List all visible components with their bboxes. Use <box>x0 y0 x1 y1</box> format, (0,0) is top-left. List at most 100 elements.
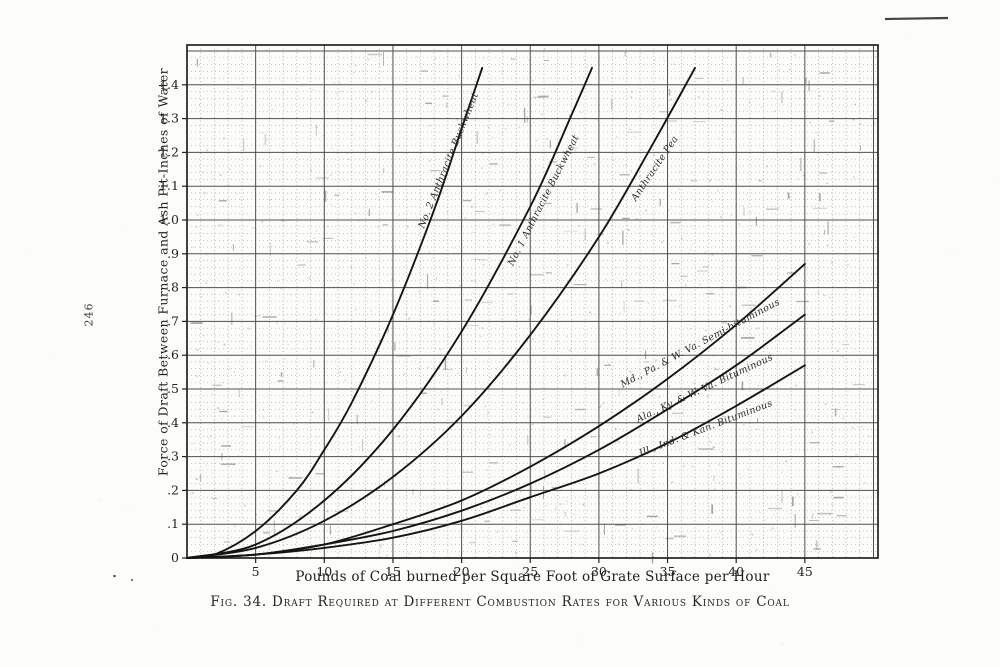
scan-noise-dot <box>852 426 854 429</box>
scan-noise-dot <box>750 533 753 535</box>
scan-noise-dot <box>518 310 520 312</box>
scan-noise-dot <box>566 335 568 338</box>
scan-noise-dot <box>489 376 492 378</box>
scan-noise-dot <box>559 503 562 505</box>
scan-noise-dot <box>577 225 581 227</box>
x-tick-label: 30 <box>591 564 607 579</box>
scan-noise-dot <box>284 323 286 325</box>
scan-noise-dot <box>484 405 486 407</box>
scan-noise-dot <box>500 318 503 320</box>
scan-noise-dot <box>403 373 406 375</box>
scan-noise-dot <box>678 188 680 190</box>
x-tick-label: 35 <box>660 564 676 579</box>
scan-noise-dot <box>500 157 503 159</box>
scan-noise-dot <box>864 482 866 484</box>
scan-noise-dot <box>840 139 843 142</box>
scan-noise-dot <box>209 435 212 437</box>
scan-noise-dot <box>788 68 791 70</box>
scan-noise-dot <box>557 138 560 141</box>
scan-noise-dot <box>616 136 618 138</box>
scan-noise-dot <box>306 159 309 161</box>
scan-noise-dot <box>754 363 757 366</box>
scan-noise-dot <box>311 411 314 414</box>
scan-noise-dot <box>852 331 854 333</box>
scan-noise-dot <box>348 65 350 67</box>
scan-noise-dot <box>604 79 607 81</box>
scan-noise-dot <box>504 128 507 130</box>
scan-noise-dot <box>659 152 661 155</box>
scan-noise-dot <box>210 170 213 173</box>
scan-noise-dot <box>217 407 219 409</box>
scan-noise-dot <box>720 531 722 534</box>
scan-noise-dot <box>771 90 774 92</box>
scan-noise-dot <box>329 279 331 282</box>
scan-noise-dot <box>746 194 748 196</box>
scan-noise-dot <box>826 154 829 156</box>
scan-noise-dot <box>252 227 255 229</box>
scan-noise-dot <box>831 504 834 506</box>
scan-noise-dot <box>826 370 828 373</box>
scan-noise-dot <box>191 492 193 494</box>
scan-noise-dot <box>732 276 734 278</box>
scan-noise-dot <box>731 292 733 295</box>
scan-noise-dot <box>603 402 605 404</box>
scan-noise-dot <box>697 96 700 98</box>
scan-noise-dot <box>715 106 718 108</box>
scan-noise-dot <box>747 468 750 470</box>
scan-noise-dot <box>788 197 790 200</box>
scan-noise-dot <box>377 226 380 228</box>
scan-noise-dot <box>248 327 251 330</box>
scan-noise-dot <box>771 586 774 588</box>
scan-noise-dot <box>471 205 473 208</box>
scan-noise-dot <box>574 514 576 516</box>
scan-noise-dot <box>195 478 198 480</box>
x-tick-label: 5 <box>252 564 260 579</box>
scan-noise-dot <box>741 205 743 207</box>
scan-noise-dot <box>781 643 784 645</box>
scan-noise-dot <box>211 393 213 395</box>
figure-caption: Fig. 34. Draft Required at Different Com… <box>210 594 790 610</box>
scan-noise-dot <box>201 171 204 174</box>
scan-noise-dot <box>619 312 622 315</box>
scan-noise-dot <box>473 292 475 295</box>
scan-speck <box>113 575 116 577</box>
scan-noise-dot <box>536 138 538 141</box>
scan-noise-dot <box>528 59 531 61</box>
scan-noise-dot <box>522 402 524 404</box>
scan-noise-dot <box>225 292 227 294</box>
scan-noise-dot <box>823 294 826 297</box>
plot-border <box>186 44 879 559</box>
scan-noise-dot <box>612 159 614 161</box>
scan-noise-dot <box>231 379 233 380</box>
scan-noise-dot <box>380 544 383 546</box>
scan-noise-dot <box>726 382 729 384</box>
scan-noise-dot <box>842 356 844 358</box>
scan-noise-dot <box>717 180 719 182</box>
scan-noise-dot <box>234 317 236 320</box>
x-tick-label: 20 <box>454 564 470 579</box>
scan-noise-dot <box>262 409 265 411</box>
scan-noise-dot <box>532 121 535 123</box>
scan-noise-dot <box>278 437 280 439</box>
scan-noise-dot <box>780 96 782 98</box>
scan-noise-dot <box>517 126 520 129</box>
scan-noise-dot <box>802 174 805 177</box>
scan-noise-dot <box>217 341 219 343</box>
scan-noise-dot <box>589 311 592 314</box>
scan-noise-dot <box>418 291 421 293</box>
scan-noise-dot <box>253 188 255 191</box>
scan-noise-dot <box>678 170 680 172</box>
scan-noise-dot <box>508 461 510 463</box>
y-tick-label: .2 <box>167 482 179 497</box>
scan-noise-dot <box>514 292 517 294</box>
scan-noise-dot <box>574 189 577 192</box>
scan-noise-dot <box>301 85 303 87</box>
scan-noise-dot <box>631 527 634 530</box>
y-tick-label: 1.4 <box>159 77 179 92</box>
scan-noise-dot <box>354 212 357 215</box>
scan-noise-dot <box>600 404 603 406</box>
scan-noise-dot <box>647 302 650 305</box>
scan-noise-dot <box>428 160 431 162</box>
scan-noise-dot <box>776 187 779 189</box>
scan-noise-dot <box>496 390 499 393</box>
